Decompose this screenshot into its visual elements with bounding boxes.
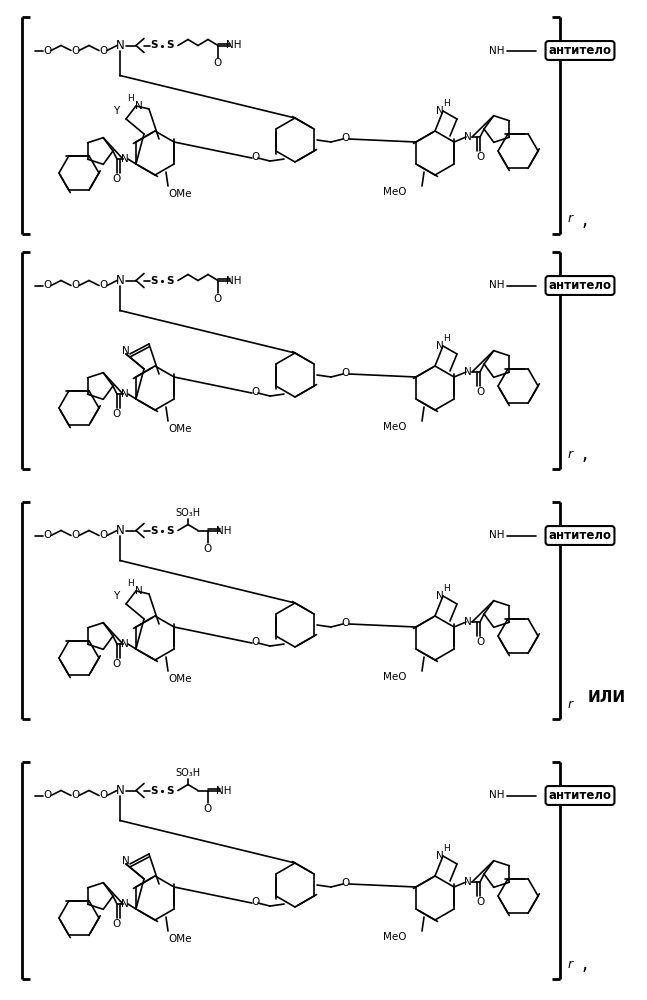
Text: N: N [121,899,129,909]
Text: O: O [476,387,484,397]
Text: N: N [135,101,143,111]
Text: O: O [214,294,222,304]
Text: SO₃H: SO₃H [175,768,201,778]
Text: N: N [116,524,124,537]
Text: O: O [43,45,51,55]
Text: N: N [122,346,130,356]
Text: O: O [43,280,51,290]
Text: ,: , [582,956,588,974]
Text: O: O [204,544,212,554]
Text: SO₃H: SO₃H [175,508,201,518]
Text: MeO: MeO [382,672,406,682]
Text: O: O [252,152,260,162]
Text: OMe: OMe [168,189,192,199]
Text: антитело: антитело [549,44,611,57]
Text: O: O [476,637,484,647]
Text: N: N [135,586,143,596]
Text: N: N [464,877,472,887]
Text: S: S [150,526,158,536]
Text: антитело: антитело [549,529,611,542]
Text: S: S [166,526,174,536]
Text: Y: Y [113,106,119,116]
Text: O: O [252,387,260,397]
Text: N: N [121,154,129,164]
Text: S: S [150,275,158,286]
Text: MeO: MeO [382,187,406,197]
Text: NH: NH [226,40,242,50]
Text: O: O [71,530,79,540]
Text: ,: , [582,446,588,464]
Text: O: O [71,790,79,800]
Text: O: O [99,530,107,540]
Text: антитело: антитело [549,789,611,802]
Text: O: O [113,409,121,419]
Text: O: O [476,897,484,907]
Text: O: O [341,133,349,143]
Text: NH: NH [489,280,505,290]
Text: O: O [99,790,107,800]
Text: S: S [150,786,158,796]
Text: O: O [252,897,260,907]
Text: O: O [214,58,222,68]
Text: H: H [443,334,450,343]
Text: O: O [476,152,484,162]
Text: r: r [568,958,573,970]
Text: O: O [341,878,349,888]
Text: O: O [99,45,107,55]
Text: r: r [568,698,573,710]
Text: Y: Y [113,591,119,601]
Text: N: N [116,784,124,797]
Text: O: O [113,919,121,929]
Text: N: N [122,856,130,866]
Text: O: O [204,804,212,814]
Text: N: N [436,106,444,116]
Text: O: O [71,45,79,55]
Text: O: O [99,280,107,290]
Text: OMe: OMe [168,934,192,944]
Text: NH: NH [489,790,505,800]
Text: NH: NH [489,530,505,540]
Text: N: N [464,367,472,377]
Text: MeO: MeO [382,422,406,432]
Text: O: O [71,280,79,290]
Text: MeO: MeO [382,932,406,942]
Text: O: O [43,790,51,800]
Text: O: O [43,530,51,540]
Text: NH: NH [216,786,232,796]
Text: O: O [113,174,121,184]
Text: ИЛИ: ИЛИ [588,690,626,704]
Text: N: N [116,274,124,287]
Text: S: S [166,275,174,286]
Text: антитело: антитело [549,279,611,292]
Text: OMe: OMe [168,424,192,434]
Text: S: S [166,40,174,50]
Text: H: H [127,94,135,103]
Text: H: H [443,99,450,108]
Text: r: r [568,448,573,460]
Text: O: O [341,618,349,628]
Text: OMe: OMe [168,674,192,684]
Text: H: H [127,579,135,588]
Text: H: H [443,844,450,853]
Text: N: N [116,39,124,52]
Text: N: N [121,639,129,649]
Text: O: O [341,368,349,378]
Text: N: N [121,389,129,399]
Text: H: H [443,584,450,593]
Text: NH: NH [489,45,505,55]
Text: ,: , [582,211,588,230]
Text: O: O [113,659,121,669]
Text: O: O [252,637,260,647]
Text: NH: NH [226,275,242,286]
Text: N: N [464,132,472,142]
Text: r: r [568,213,573,226]
Text: N: N [436,591,444,601]
Text: S: S [150,40,158,50]
Text: S: S [166,786,174,796]
Text: N: N [464,617,472,627]
Text: N: N [436,341,444,351]
Text: NH: NH [216,526,232,536]
Text: N: N [436,851,444,861]
